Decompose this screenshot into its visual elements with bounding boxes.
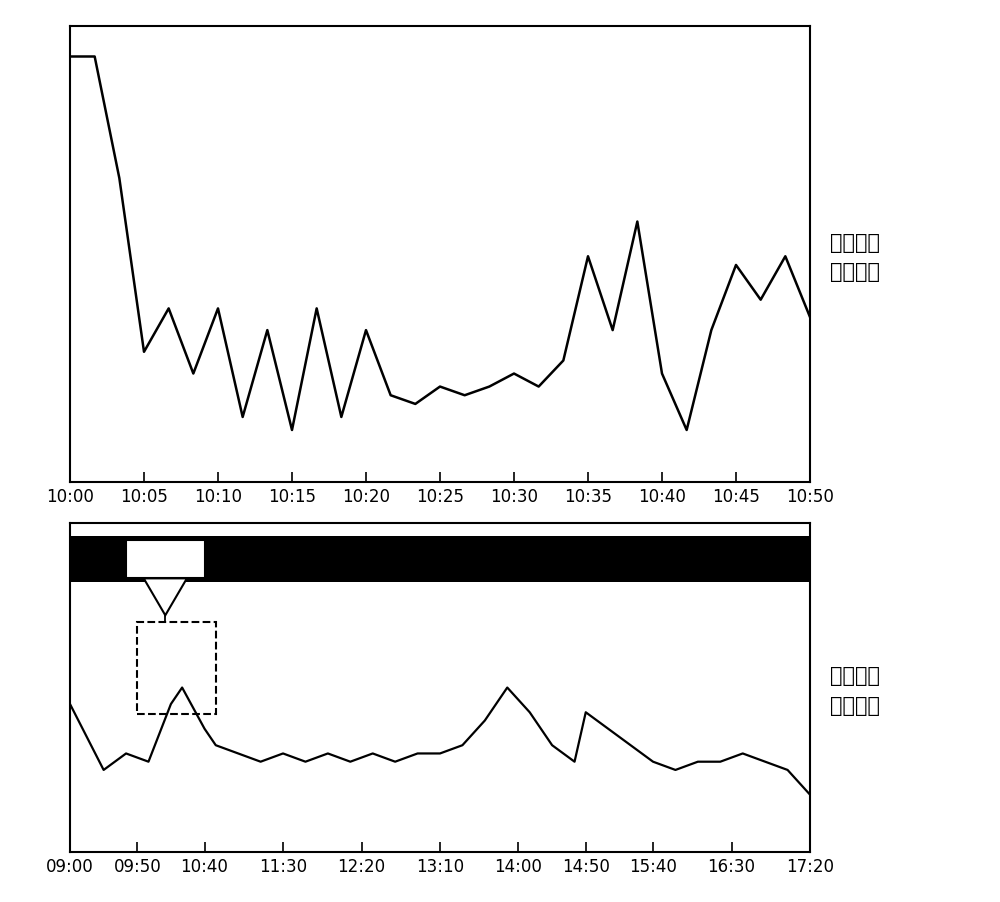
Bar bbox=[137, 622, 216, 714]
Bar bbox=[126, 540, 205, 579]
Polygon shape bbox=[144, 579, 187, 615]
Text: 趋势波形
显示区域: 趋势波形 显示区域 bbox=[830, 666, 880, 714]
Bar bbox=[70, 537, 810, 583]
Text: 实时波形
显示区域: 实时波形 显示区域 bbox=[830, 233, 880, 281]
